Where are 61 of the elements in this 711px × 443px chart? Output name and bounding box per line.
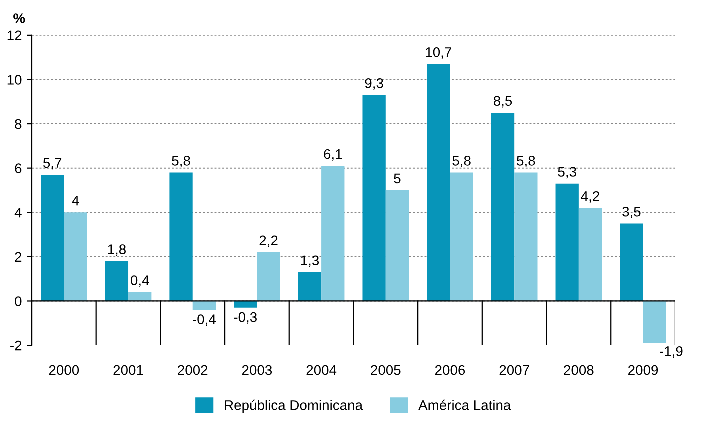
data-label: 1,8	[108, 244, 126, 256]
bar	[450, 172, 474, 302]
y-tick-label: 6	[15, 164, 22, 174]
legend-label: América Latina	[418, 400, 512, 410]
legend-label: República Dominicana	[225, 400, 363, 414]
data-label: 6,1	[324, 149, 342, 161]
bar	[362, 95, 386, 302]
x-tick-label: 2009	[628, 365, 658, 376]
data-label: 4,2	[581, 191, 600, 203]
bar	[427, 64, 450, 302]
x-tick-label: 2002	[178, 365, 208, 376]
data-label: -0,3	[234, 312, 257, 324]
y-tick-label: 2	[15, 252, 22, 262]
x-tick-label: 2008	[564, 365, 594, 376]
bar	[234, 301, 258, 308]
bar	[620, 224, 644, 302]
x-tick-label: 2001	[114, 365, 144, 376]
x-tick-label: 2007	[500, 365, 530, 376]
x-tick-label: 2004	[306, 365, 337, 376]
bar	[578, 208, 602, 302]
bar	[64, 212, 88, 302]
x-tick-label: 2000	[49, 365, 80, 376]
data-label: 4	[72, 196, 80, 206]
data-label: 9,3	[365, 78, 384, 90]
data-label: 1,3	[301, 256, 320, 268]
bar	[298, 272, 322, 302]
bar	[192, 301, 216, 310]
y-tick-label: 12	[8, 30, 22, 40]
y-tick-label: -2	[10, 340, 22, 351]
data-label: 5,3	[558, 167, 576, 179]
data-label: -1,9	[660, 346, 683, 358]
bar	[386, 190, 410, 302]
data-label: 5,8	[517, 156, 536, 168]
bar	[514, 172, 538, 302]
data-label: 5,8	[172, 156, 190, 168]
bar	[322, 166, 345, 302]
bar	[643, 301, 666, 344]
data-label: 0,4	[130, 276, 150, 288]
y-axis-title: %	[14, 14, 26, 24]
data-label: 3,5	[622, 206, 641, 218]
x-tick-label: 2005	[371, 365, 401, 376]
bar	[556, 184, 579, 302]
bar	[257, 252, 280, 302]
y-tick-label: 8	[15, 119, 22, 130]
bar	[491, 112, 515, 302]
data-label: 5	[394, 174, 401, 184]
y-tick-label: 10	[8, 75, 22, 85]
data-label: 8,5	[494, 96, 512, 108]
data-label: -0,4	[193, 314, 216, 326]
data-label: 2,2	[260, 236, 278, 248]
data-label: 5,8	[452, 156, 471, 168]
bar	[105, 261, 129, 302]
data-label: 5,7	[43, 158, 62, 170]
y-tick-label: 0	[15, 296, 22, 306]
bar	[41, 174, 64, 302]
y-tick-label: 4	[14, 208, 22, 218]
bar	[170, 172, 193, 302]
x-tick-label: 2006	[435, 365, 466, 376]
data-label: 10,7	[426, 47, 452, 59]
bar	[128, 292, 152, 302]
x-tick-label: 2003	[242, 365, 272, 376]
